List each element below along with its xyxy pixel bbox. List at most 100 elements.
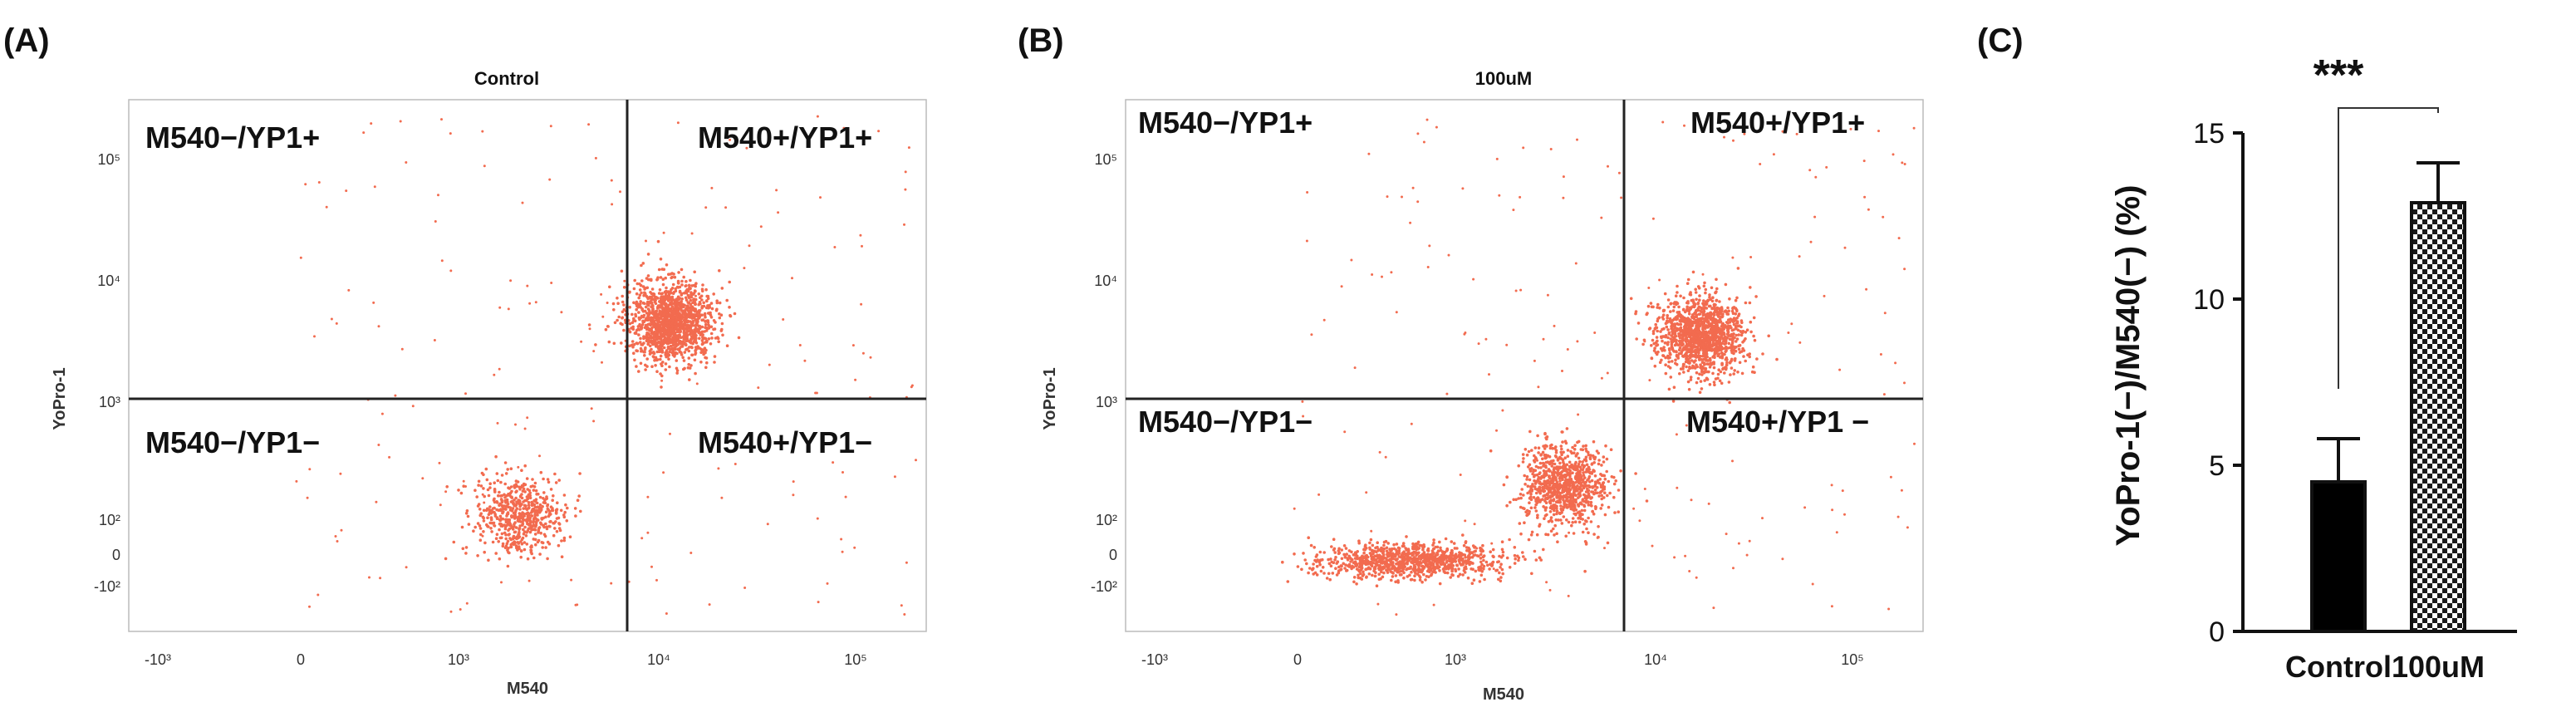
event-point	[613, 321, 617, 325]
event-point	[1701, 347, 1705, 351]
event-point	[1523, 474, 1526, 478]
event-point	[377, 444, 380, 446]
event-point	[1418, 560, 1422, 564]
event-point	[1676, 284, 1679, 288]
event-point	[1686, 339, 1690, 342]
event-point	[1556, 459, 1560, 462]
event-point	[501, 507, 505, 511]
event-point	[1522, 555, 1525, 558]
event-point	[501, 511, 504, 515]
event-point	[1449, 576, 1452, 579]
event-point	[1538, 482, 1543, 485]
event-point	[1570, 495, 1574, 499]
event-point	[1558, 486, 1562, 490]
event-point	[484, 508, 488, 512]
event-point	[655, 344, 659, 348]
event-point	[1658, 361, 1662, 365]
event-point	[1672, 317, 1676, 322]
event-point	[1451, 564, 1455, 567]
event-point	[1716, 372, 1720, 376]
event-point	[654, 364, 657, 367]
event-point	[1666, 314, 1669, 317]
event-point	[1730, 343, 1734, 347]
event-point	[508, 522, 512, 526]
event-point	[496, 479, 500, 483]
event-point	[1313, 571, 1317, 575]
event-point	[671, 319, 675, 323]
event-point	[841, 550, 844, 553]
event-point	[1670, 320, 1673, 323]
event-point	[1489, 550, 1492, 553]
event-point	[1444, 537, 1448, 541]
event-point	[1531, 483, 1534, 486]
event-point	[904, 188, 907, 191]
event-point	[1560, 447, 1563, 451]
panel-a-plot-frame	[128, 99, 927, 632]
event-point	[1581, 530, 1585, 534]
event-point	[562, 493, 567, 497]
event-point	[1593, 484, 1597, 488]
event-point	[628, 291, 631, 294]
event-point	[1538, 492, 1542, 495]
event-point	[449, 269, 453, 273]
event-point	[1713, 327, 1716, 331]
event-point	[530, 500, 533, 504]
event-point	[574, 514, 577, 518]
event-point	[660, 336, 663, 339]
event-point	[621, 322, 624, 327]
event-point	[1717, 368, 1720, 372]
event-point	[519, 549, 523, 552]
event-point	[842, 126, 846, 130]
event-point	[712, 292, 715, 296]
event-point	[1701, 338, 1705, 342]
event-point	[729, 313, 732, 317]
event-point	[542, 525, 546, 529]
event-point	[792, 480, 795, 484]
event-point	[1735, 327, 1738, 331]
event-point	[1560, 470, 1564, 474]
event-point	[1549, 498, 1553, 503]
event-point	[461, 547, 465, 551]
event-point	[1683, 325, 1686, 329]
event-point	[576, 498, 580, 502]
event-point	[639, 346, 643, 351]
event-point	[498, 508, 502, 512]
event-point	[518, 513, 522, 518]
event-point	[1536, 496, 1540, 499]
event-point	[558, 528, 562, 533]
event-point	[1749, 330, 1753, 334]
event-point	[1312, 567, 1315, 570]
event-point	[564, 503, 567, 507]
event-point	[1343, 567, 1347, 570]
event-point	[1730, 357, 1734, 361]
event-point	[648, 322, 651, 326]
event-point	[1689, 342, 1693, 346]
event-point	[521, 516, 524, 519]
event-point	[1498, 571, 1501, 575]
event-point	[1335, 562, 1338, 565]
event-point	[1587, 470, 1592, 474]
event-point	[487, 493, 491, 498]
event-point	[1525, 478, 1528, 481]
event-point	[529, 511, 533, 514]
event-point	[509, 485, 513, 489]
event-point	[1362, 572, 1366, 577]
event-point	[515, 484, 518, 488]
event-point	[560, 555, 564, 558]
event-point	[1413, 578, 1416, 582]
event-point	[316, 593, 320, 597]
event-point	[1711, 339, 1715, 343]
event-point	[616, 318, 619, 322]
event-point	[1528, 509, 1531, 513]
event-point	[1577, 510, 1582, 513]
event-point	[725, 298, 729, 302]
event-point	[555, 517, 559, 520]
event-point	[1462, 543, 1466, 548]
event-point	[1544, 469, 1548, 474]
event-point	[1661, 354, 1666, 358]
event-point	[653, 331, 656, 335]
event-point	[1552, 498, 1555, 503]
event-point	[1726, 322, 1730, 325]
event-point	[1738, 324, 1741, 328]
event-point	[1725, 363, 1729, 366]
